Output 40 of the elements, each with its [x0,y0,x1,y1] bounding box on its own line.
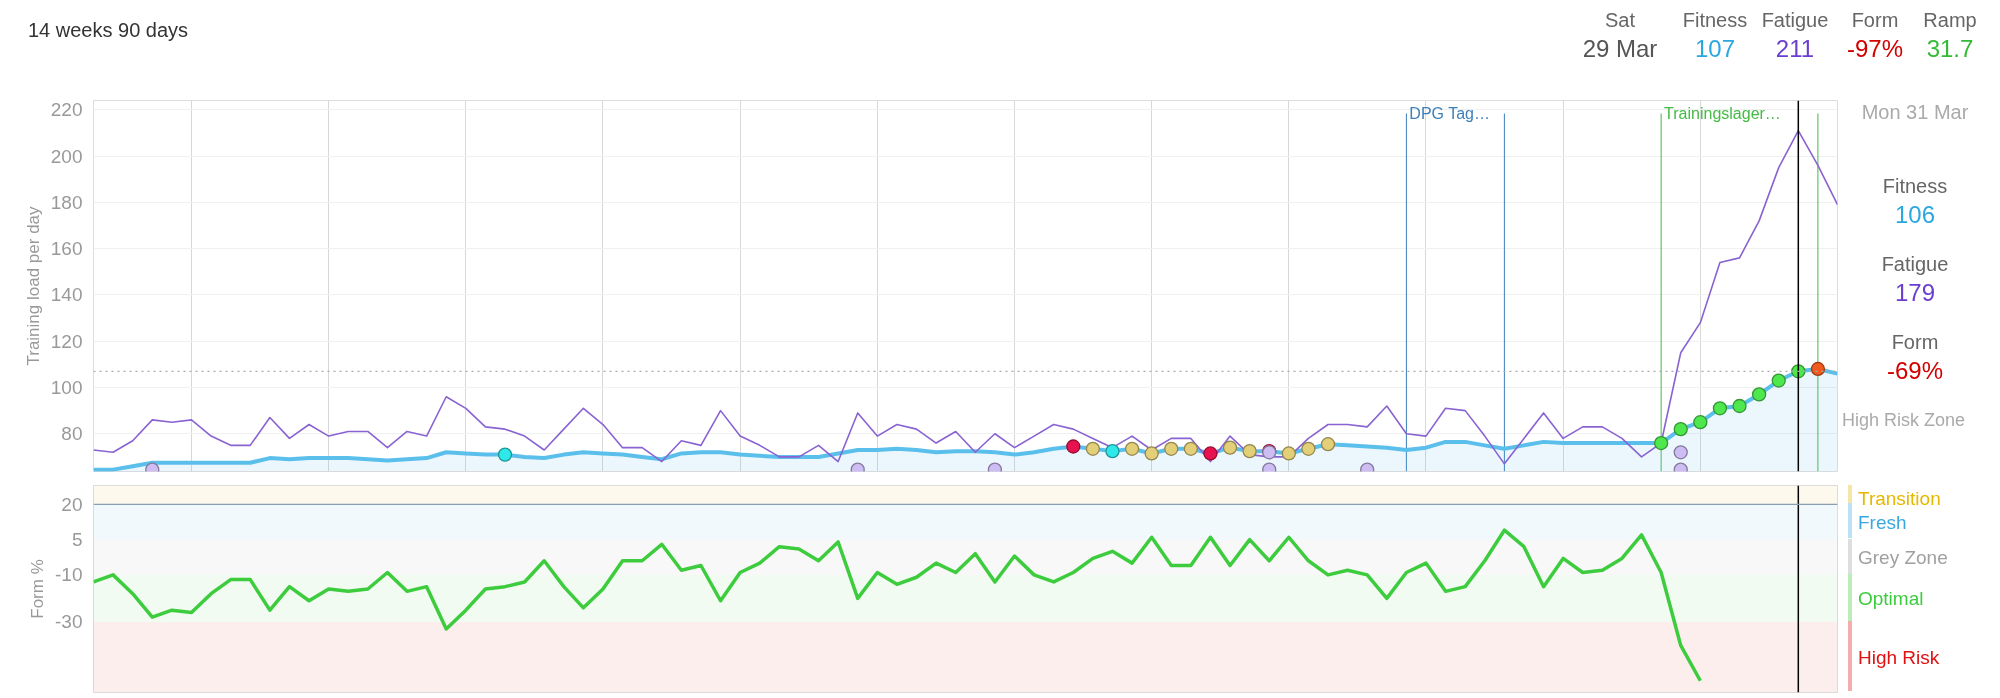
band-label: High Risk [1858,646,1940,670]
text: Form [1850,8,1900,33]
text: Fatigue [1880,252,1950,277]
y-axis-title: Training load per day [23,205,43,366]
text: Fitness [1881,174,1949,199]
text: 106 [1893,200,1936,230]
text: Mon 31 Mar [1860,100,1970,125]
band-label: Fresh [1858,511,1907,535]
y-axis-title: Form % [28,559,48,619]
text: Form [1890,330,1940,355]
text: 14 weeks 90 days [28,18,189,43]
annotation: DPG Tag… [1409,104,1490,122]
y-tick-label: 180 [50,191,83,213]
y-tick-label: 80 [61,423,83,445]
text: -97% [1846,34,1904,64]
text: 107 [1693,34,1736,64]
y-tick-label: -30 [55,611,83,633]
band-label: Grey Zone [1858,546,1948,570]
band-label: Optimal [1858,587,1924,611]
y-tick-label: 160 [50,238,83,260]
text: 29 Mar [1581,34,1659,64]
y-tick-label: 200 [50,145,83,167]
y-tick-label: 20 [61,493,83,515]
text: 31.7 [1925,34,1975,64]
text: High Risk Zone [1842,409,1966,432]
text: Ramp [1922,8,1978,33]
annotation: Trainingslager… [1664,104,1781,122]
band-label: Transition [1858,487,1941,511]
y-tick-label: 100 [50,376,83,398]
y-tick-label: 140 [50,284,83,306]
text: -69% [1886,356,1944,386]
text: Fitness [1681,8,1749,33]
text: Sat [1604,8,1636,33]
text: 211 [1774,34,1816,64]
y-tick-label: 220 [50,99,83,121]
y-tick-label: 120 [50,330,83,352]
text: 179 [1893,278,1936,308]
y-tick-label: -10 [55,564,83,586]
y-tick-label: 5 [71,529,83,551]
text: Fatigue [1760,8,1830,33]
